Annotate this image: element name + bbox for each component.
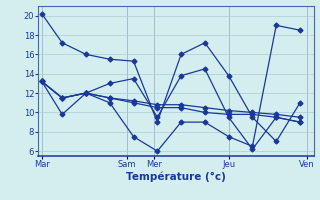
X-axis label: Température (°c): Température (°c) — [126, 172, 226, 182]
